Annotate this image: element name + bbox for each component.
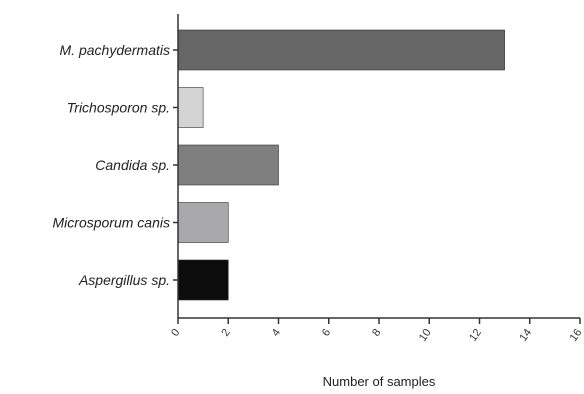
bar-candida-sp [177,144,279,186]
y-axis: M. pachydermatis Trichosporon sp. Candida … [53,14,179,318]
x-tick-label: 16 [568,327,584,344]
bar-m-pachydermatis [177,29,505,71]
x-tick-label: 0 [169,327,182,339]
x-tick-label: 10 [417,327,434,344]
bars-layer [177,29,505,301]
x-tick-label: 2 [219,327,232,339]
x-tick-label: 14 [517,327,534,344]
category-label-microsporum-canis: Microsporum canis [53,215,170,231]
category-label-aspergillus-sp: Aspergillus sp. [78,272,170,288]
bar-trichosporon-sp [177,87,204,128]
category-label-m-pachydermatis: M. pachydermatis [60,42,170,58]
bar-aspergillus-sp [177,259,229,301]
x-tick-label: 6 [320,327,333,339]
x-axis-title: Number of samples [323,374,436,389]
x-axis: 0 2 4 6 8 10 12 14 16 [169,317,584,344]
x-tick-label: 4 [270,327,283,339]
category-label-trichosporon-sp: Trichosporon sp. [67,100,170,116]
category-label-candida-sp: Candida sp. [95,157,170,173]
bar-microsporum-canis [177,202,229,243]
x-tick-label: 12 [467,327,484,344]
x-tick-label: 8 [370,327,383,339]
